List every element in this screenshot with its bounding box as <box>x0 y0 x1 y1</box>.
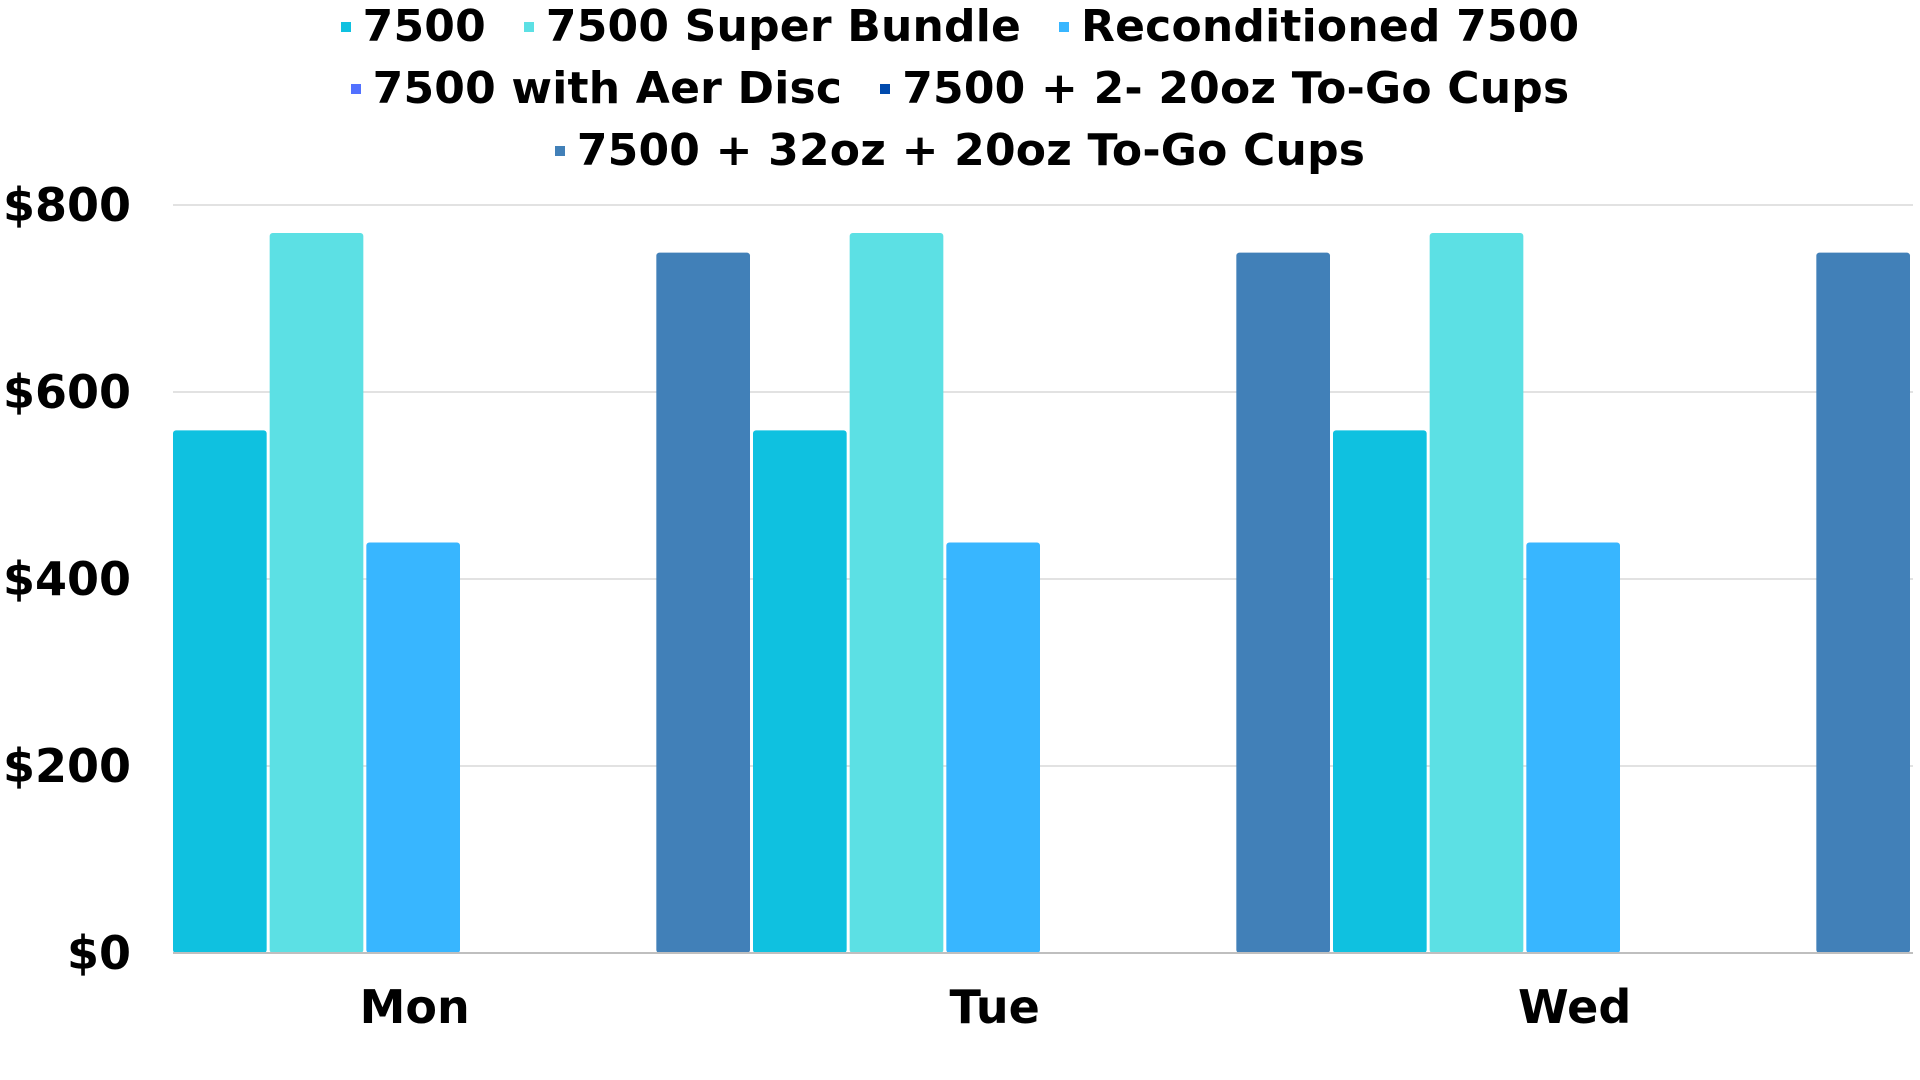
legend-item-reconditioned: Reconditioned 7500 <box>1059 0 1579 57</box>
y-tick-label: $800 <box>3 178 131 232</box>
bar <box>1236 252 1330 953</box>
bar <box>1333 430 1427 954</box>
y-tick-label: $600 <box>3 365 131 419</box>
legend-item-32oz-20oz-cups: 7500 + 32oz + 20oz To-Go Cups <box>554 121 1366 181</box>
legend-item-7500: 7500 <box>340 0 486 57</box>
y-tick-label: $400 <box>3 552 131 606</box>
legend-label: 7500 + 32oz + 20oz To-Go Cups <box>576 125 1366 176</box>
axes: $0 $200 $400 $600 $800 Mon Tue Wed <box>3 178 1913 1034</box>
bar <box>366 542 460 953</box>
bar <box>269 233 364 954</box>
x-tick-label: Mon <box>360 980 470 1034</box>
y-tick-label: $200 <box>3 739 131 793</box>
legend-label: 7500 Super Bundle <box>545 1 1022 52</box>
legend-row-1: 7500 7500 Super Bundle Reconditioned 750… <box>0 0 1920 57</box>
legend-item-two-cups: 7500 + 2- 20oz To-Go Cups <box>880 59 1569 119</box>
legend-item-super-bundle: 7500 Super Bundle <box>523 0 1022 57</box>
legend-swatch-icon <box>350 84 361 94</box>
x-tick-label: Tue <box>950 980 1040 1034</box>
legend-swatch-icon <box>340 22 351 32</box>
legend-row-3: 7500 + 32oz + 20oz To-Go Cups <box>0 121 1920 181</box>
legend-label: 7500 + 2- 20oz To-Go Cups <box>902 63 1570 114</box>
legend-label: 7500 <box>362 1 486 52</box>
bar <box>946 542 1040 953</box>
y-tick-label: $0 <box>67 926 131 980</box>
legend-label: Reconditioned 7500 <box>1081 1 1580 52</box>
legend-swatch-icon <box>523 22 534 32</box>
gridlines <box>173 204 1913 767</box>
legend-item-aer-disc: 7500 with Aer Disc <box>350 59 843 119</box>
bar <box>849 233 944 954</box>
chart-legend: 7500 7500 Super Bundle Reconditioned 750… <box>0 0 1920 180</box>
legend-swatch-icon <box>1059 22 1070 32</box>
bars <box>173 233 1910 954</box>
legend-row-2: 7500 with Aer Disc 7500 + 2- 20oz To-Go … <box>0 59 1920 119</box>
legend-swatch-icon <box>880 84 891 94</box>
x-tick-label: Wed <box>1518 980 1631 1034</box>
bar <box>656 252 750 953</box>
bar <box>1816 252 1910 953</box>
legend-swatch-icon <box>554 146 565 156</box>
bar <box>173 430 267 954</box>
bar <box>753 430 847 954</box>
legend-label: 7500 with Aer Disc <box>372 63 843 114</box>
bar <box>1526 542 1620 953</box>
bar <box>1429 233 1524 954</box>
